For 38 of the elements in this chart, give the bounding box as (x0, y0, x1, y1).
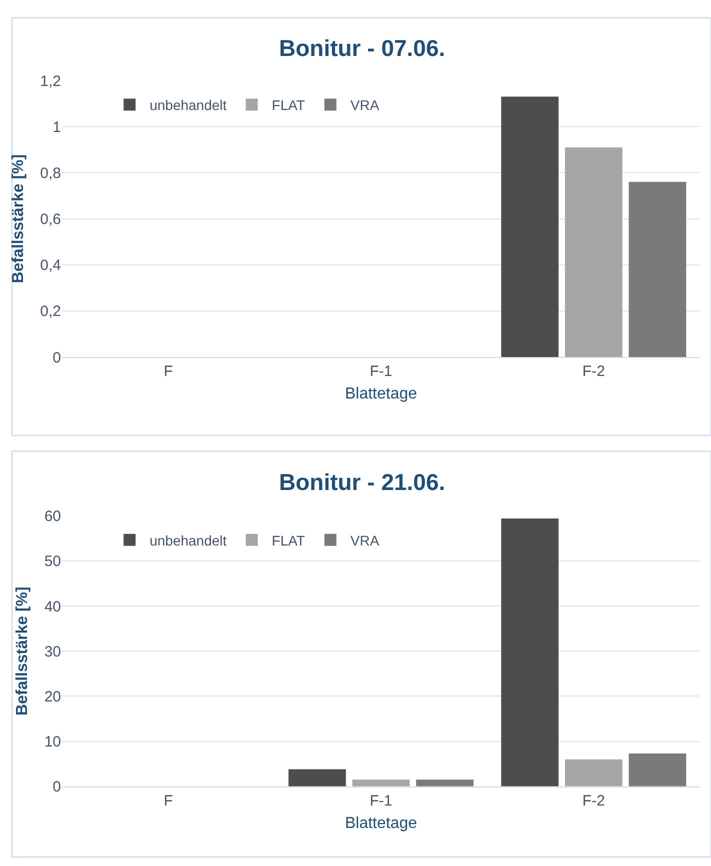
x-tick-label: F-2 (582, 363, 605, 380)
bar (352, 780, 410, 786)
y-tick-label: 30 (44, 643, 61, 660)
y-tick-label: 0,8 (40, 164, 61, 182)
x-tick-label: F-1 (370, 792, 392, 810)
bar (288, 769, 346, 786)
legend-label: VRA (350, 532, 380, 548)
bar (501, 518, 559, 786)
legend-label: VRA (350, 97, 380, 114)
x-axis-title: Blattetage (344, 815, 418, 832)
y-axis-title: Befallsstärke [%] (10, 154, 28, 284)
bar (628, 753, 686, 786)
x-axis-title: Blattetage (344, 386, 418, 403)
y-tick-label: 50 (44, 553, 61, 570)
y-tick-label: 0,2 (40, 303, 61, 320)
y-tick-label: 0 (52, 349, 61, 366)
y-tick-label: 10 (44, 734, 61, 751)
legend-label: FLAT (272, 97, 306, 114)
legend-label: FLAT (272, 532, 306, 548)
y-tick-label: 1,2 (40, 72, 61, 90)
y-tick-label: 40 (44, 598, 61, 616)
chart-title: Bonitur - 07.06. (279, 35, 446, 61)
y-tick-label: 0 (52, 778, 61, 796)
y-tick-label: 0,6 (40, 211, 61, 228)
bar (564, 759, 622, 786)
y-tick-label: 0,4 (40, 257, 61, 274)
x-tick-label: F (164, 792, 173, 810)
y-axis-title: Befallsstärke [%] (14, 586, 32, 716)
legend-label: unbehandelt (150, 532, 227, 548)
x-tick-label: F (164, 363, 173, 380)
legend-label: unbehandelt (150, 97, 227, 114)
y-tick-label: 20 (44, 688, 61, 706)
chart-title: Bonitur - 21.06. (279, 469, 446, 495)
y-tick-label: 1 (52, 118, 61, 136)
x-tick-label: F-2 (582, 792, 605, 810)
y-tick-label: 60 (44, 508, 61, 526)
x-tick-label: F-1 (370, 363, 392, 380)
bar (416, 780, 474, 786)
